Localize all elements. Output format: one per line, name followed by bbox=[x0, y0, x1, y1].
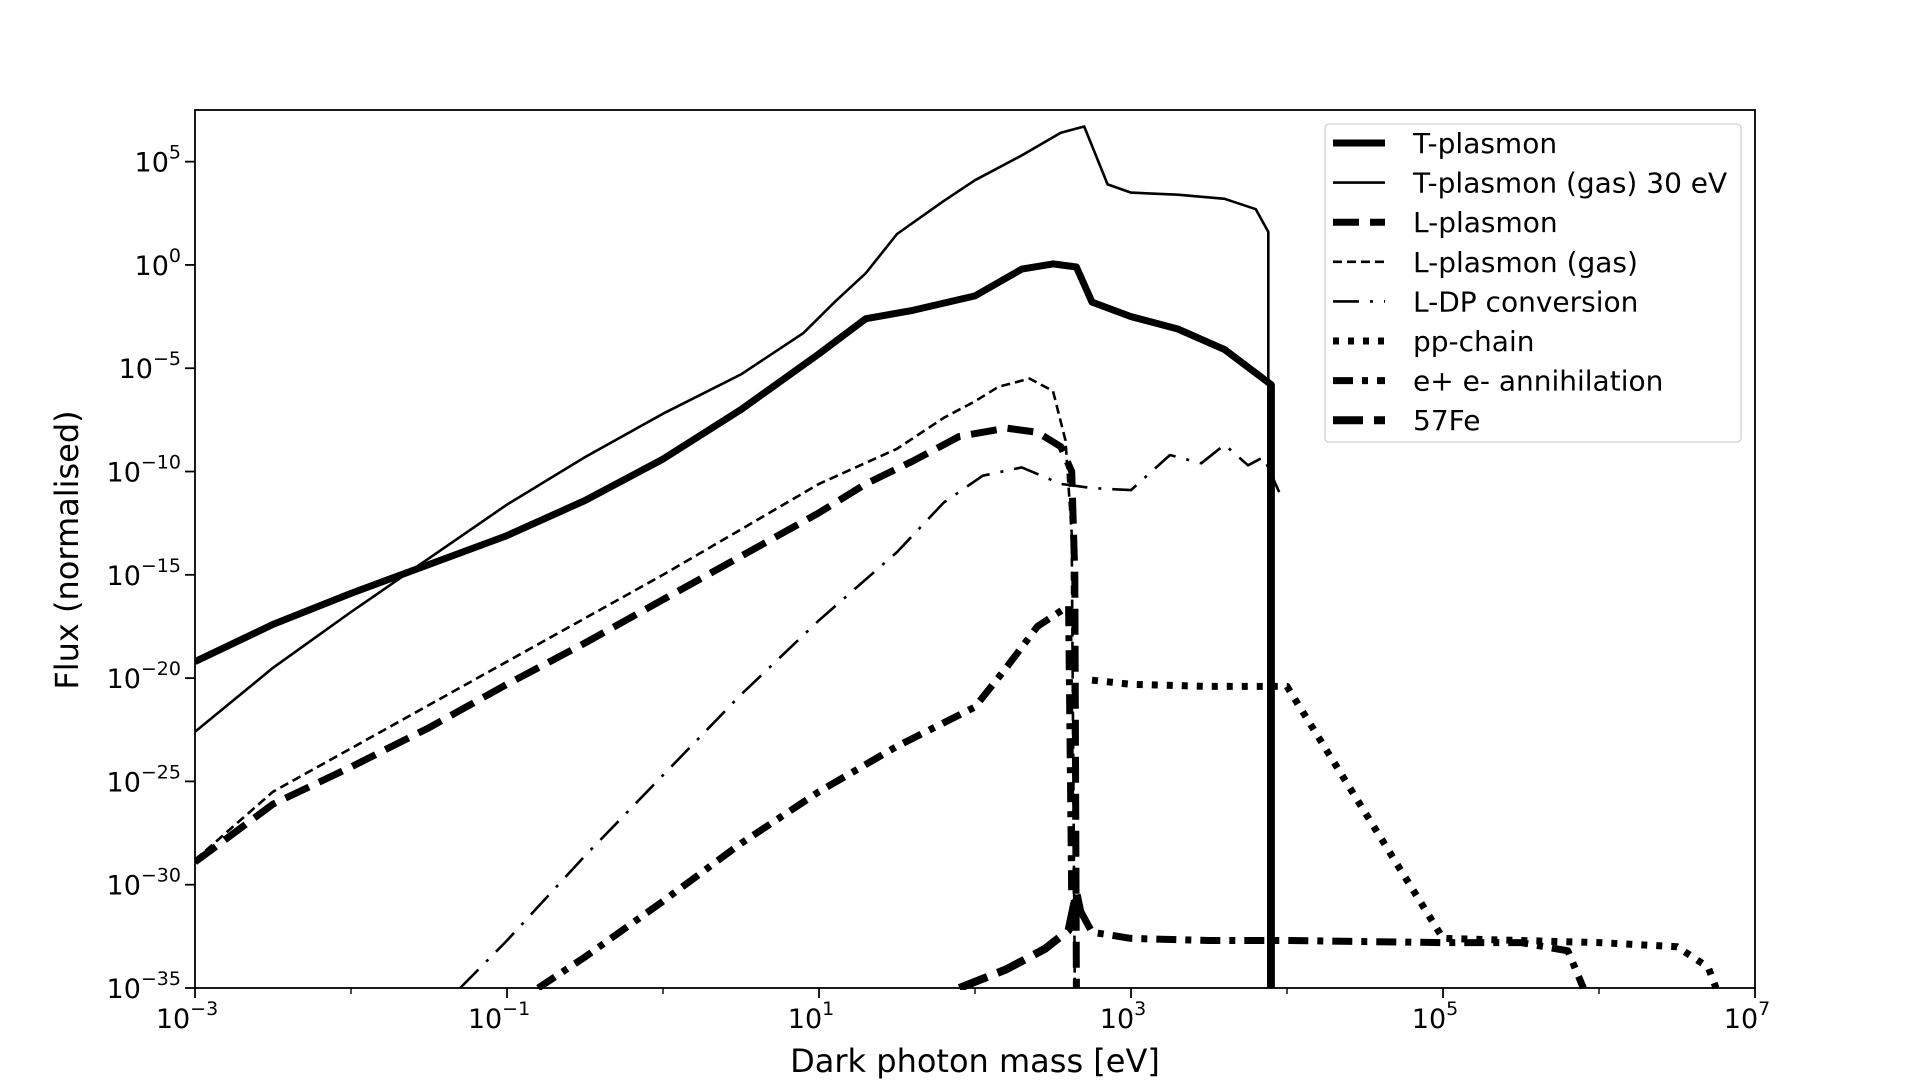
legend-label: L-plasmon bbox=[1413, 206, 1558, 239]
y-tick-base: 10 bbox=[119, 354, 153, 385]
y-tick-label: 10−15 bbox=[107, 555, 181, 592]
y-tick-exponent: 0 bbox=[169, 245, 181, 267]
y-tick-exponent: −25 bbox=[141, 761, 181, 783]
x-axis: 10−3 10−1 101 103 105 107 bbox=[156, 988, 1770, 1035]
legend-frame bbox=[1324, 123, 1742, 443]
x-tick-label: 103 bbox=[1100, 998, 1146, 1035]
y-tick-label: 10−25 bbox=[107, 761, 181, 798]
x-tick-label: 10−1 bbox=[468, 998, 530, 1035]
x-tick-exponent: 1 bbox=[822, 998, 834, 1020]
y-tick-base: 10 bbox=[135, 251, 169, 282]
y-axis-label: Flux (normalised) bbox=[48, 410, 86, 689]
legend-label: 57Fe bbox=[1413, 404, 1480, 437]
x-axis-label: Dark photon mass [eV] bbox=[790, 1042, 1160, 1080]
legend-label: L-plasmon (gas) bbox=[1413, 246, 1638, 279]
x-tick-exponent: 7 bbox=[1758, 998, 1770, 1020]
x-tick-exponent: 3 bbox=[1134, 998, 1146, 1020]
series-line-5 bbox=[459, 443, 1281, 989]
x-tick-base: 10 bbox=[156, 1004, 190, 1035]
y-tick-label: 10−20 bbox=[107, 658, 181, 695]
x-tick-base: 10 bbox=[788, 1004, 822, 1035]
series-line-4 bbox=[195, 377, 1077, 989]
series-line-6 bbox=[1091, 676, 1720, 990]
x-tick-label: 105 bbox=[1412, 998, 1458, 1035]
y-tick-exponent: −35 bbox=[141, 968, 181, 990]
x-tick-exponent: −3 bbox=[190, 998, 218, 1020]
y-tick-label: 10−10 bbox=[107, 452, 181, 489]
x-tick-base: 10 bbox=[1412, 1004, 1446, 1035]
y-tick-exponent: −10 bbox=[141, 452, 181, 474]
legend: T-plasmon T-plasmon (gas) 30 eV L-plasmon L… bbox=[1324, 123, 1742, 443]
series-line-2 bbox=[195, 125, 1270, 988]
y-tick-exponent: −15 bbox=[141, 555, 181, 577]
y-tick-label: 100 bbox=[135, 245, 181, 282]
legend-label: pp-chain bbox=[1413, 325, 1534, 358]
y-tick-label: 105 bbox=[135, 142, 181, 179]
series-line-1 bbox=[195, 260, 1275, 988]
y-tick-base: 10 bbox=[107, 871, 141, 902]
series-line-8 bbox=[957, 889, 1086, 990]
y-tick-exponent: 5 bbox=[169, 142, 181, 164]
y-tick-base: 10 bbox=[107, 561, 141, 592]
legend-label: T-plasmon bbox=[1412, 127, 1557, 160]
series-line-7 bbox=[536, 602, 1587, 990]
x-tick-base: 10 bbox=[468, 1004, 502, 1035]
y-tick-exponent: −30 bbox=[141, 865, 181, 887]
x-tick-label: 101 bbox=[788, 998, 834, 1035]
x-tick-base: 10 bbox=[1724, 1004, 1758, 1035]
x-tick-label: 107 bbox=[1724, 998, 1770, 1035]
x-tick-base: 10 bbox=[1100, 1004, 1134, 1035]
y-tick-label: 10−30 bbox=[107, 865, 181, 902]
x-tick-exponent: −1 bbox=[502, 998, 530, 1020]
legend-label: T-plasmon (gas) 30 eV bbox=[1412, 167, 1727, 200]
y-tick-base: 10 bbox=[135, 148, 169, 179]
x-tick-label: 10−3 bbox=[156, 998, 218, 1035]
y-tick-base: 10 bbox=[107, 974, 141, 1005]
legend-label: e+ e- annihilation bbox=[1413, 365, 1663, 398]
y-tick-label: 10−5 bbox=[119, 348, 181, 385]
y-tick-base: 10 bbox=[107, 458, 141, 489]
legend-label: L-DP conversion bbox=[1413, 285, 1638, 318]
series-layer bbox=[195, 125, 1720, 990]
y-tick-exponent: −20 bbox=[141, 658, 181, 680]
x-tick-exponent: 5 bbox=[1446, 998, 1458, 1020]
series-line-3 bbox=[195, 424, 1080, 989]
y-tick-base: 10 bbox=[107, 664, 141, 695]
y-tick-exponent: −5 bbox=[153, 348, 181, 370]
y-tick-label: 10−35 bbox=[107, 968, 181, 1005]
y-tick-base: 10 bbox=[107, 767, 141, 798]
legend-items: T-plasmon T-plasmon (gas) 30 eV L-plasmon L… bbox=[1333, 127, 1727, 437]
